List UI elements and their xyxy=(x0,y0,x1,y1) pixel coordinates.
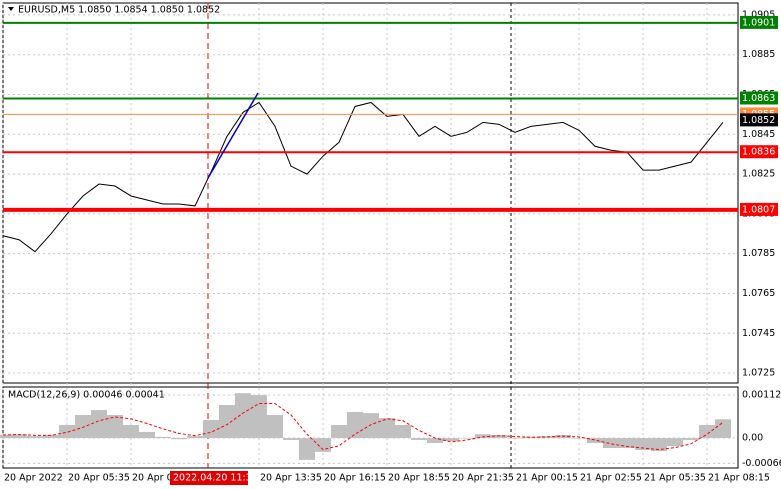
x-tick-label: 20 Apr 08:55 xyxy=(132,473,194,484)
x-tick-label: 21 Apr 08:15 xyxy=(708,473,770,484)
macd-bar xyxy=(251,395,267,439)
macd-bar xyxy=(475,434,491,439)
level-label: 1.0863 xyxy=(742,93,775,104)
x-tick-label: 20 Apr 21:35 xyxy=(452,473,514,484)
x-tick-label: 20 Apr 18:55 xyxy=(388,473,450,484)
level-box xyxy=(740,202,778,216)
macd-bar xyxy=(331,425,347,439)
chart-title: EURUSD,M5 1.0850 1.0854 1.0850 1.0852 xyxy=(18,5,220,16)
crosshair-box xyxy=(170,471,248,485)
level-box xyxy=(740,91,778,105)
macd-bar xyxy=(411,438,427,440)
macd-bar xyxy=(235,393,251,439)
macd-bar xyxy=(219,405,235,439)
macd-bar xyxy=(379,418,395,439)
macd-bar xyxy=(107,415,123,439)
macd-bar xyxy=(539,436,555,439)
marks xyxy=(0,21,738,460)
macd-bar xyxy=(523,436,539,439)
y-tick-label: 1.0765 xyxy=(742,288,775,299)
macd-bar xyxy=(75,415,91,439)
y-tick-label: 1.0845 xyxy=(742,129,775,140)
macd-bar xyxy=(43,434,59,439)
level-label: 1.0836 xyxy=(742,147,775,158)
labels: 1.09051.08851.08651.08451.08251.08051.07… xyxy=(740,9,781,469)
macd-bar xyxy=(587,438,603,444)
macd-bar xyxy=(459,438,475,439)
macd-bar xyxy=(27,436,43,439)
macd-bar xyxy=(683,438,699,440)
macd-bar xyxy=(299,438,315,460)
macd-bar xyxy=(0,434,11,439)
y-tick-label: 0.00 xyxy=(742,433,763,444)
y-tick-label: 1.0725 xyxy=(742,368,775,379)
macd-bar xyxy=(667,438,683,447)
macd-bar xyxy=(123,425,139,439)
y-tick-label: 1.0785 xyxy=(742,248,775,259)
x-tick-label: 20 Apr 13:35 xyxy=(260,473,322,484)
macd-bar xyxy=(571,438,587,439)
macd-bar xyxy=(635,438,651,450)
trend-line xyxy=(207,92,259,179)
level-label: 1.0807 xyxy=(742,204,775,215)
macd-bar xyxy=(715,419,731,439)
x-tick-label: 21 Apr 02:55 xyxy=(580,473,642,484)
level-box xyxy=(740,15,778,29)
macd-bar xyxy=(363,413,379,439)
macd-bar xyxy=(603,438,619,449)
macd-bar xyxy=(491,434,507,439)
macd-bar xyxy=(187,436,203,439)
macd-bar xyxy=(395,425,411,439)
macd-panel xyxy=(2,386,739,469)
y-tick-label: -0.00066 xyxy=(742,458,781,469)
level-label: 1.0901 xyxy=(742,17,775,28)
macd-bar xyxy=(427,438,443,444)
macd-bar xyxy=(699,425,715,439)
macd-bar xyxy=(443,438,459,442)
level-box xyxy=(740,145,778,159)
macd-bar xyxy=(507,438,523,439)
y-tick-label: 1.0905 xyxy=(742,9,775,20)
price-line xyxy=(2,101,724,253)
macd-bar xyxy=(651,438,667,452)
crosshair-label: 2022.04.20 11:30 xyxy=(173,473,258,484)
x-tick-label: 20 Apr 05:35 xyxy=(68,473,130,484)
macd-bar xyxy=(91,410,107,439)
bid-box xyxy=(740,113,778,127)
x-tick-label: 21 Apr 00:15 xyxy=(516,473,578,484)
macd-bar xyxy=(59,425,75,439)
macd-title: MACD(12,26,9) 0.00046 0.00041 xyxy=(8,390,165,401)
x-tick-label: 20 Apr 16:15 xyxy=(324,473,386,484)
x-tick-label: 21 Apr 05:35 xyxy=(644,473,706,484)
macd-bar xyxy=(267,415,283,439)
macd-bar xyxy=(283,438,299,440)
y-tick-label: 0.00112 xyxy=(742,390,781,401)
macd-bar xyxy=(203,420,219,439)
menu-arrow[interactable] xyxy=(8,7,14,11)
macd-bar xyxy=(347,411,363,439)
y-tick-label: 1.0745 xyxy=(742,328,775,339)
macd-bar xyxy=(619,438,635,449)
signal-line xyxy=(2,403,724,451)
y-tick-label: 1.0885 xyxy=(742,49,775,60)
macd-bar xyxy=(139,431,155,439)
bid-label: 1.0852 xyxy=(742,115,775,126)
macd-bar xyxy=(155,436,171,439)
macd-bar xyxy=(11,434,27,439)
y-tick-label: 1.0825 xyxy=(742,169,775,180)
x-tick-label: 20 Apr 2022 xyxy=(4,473,63,484)
macd-bar xyxy=(171,438,187,440)
